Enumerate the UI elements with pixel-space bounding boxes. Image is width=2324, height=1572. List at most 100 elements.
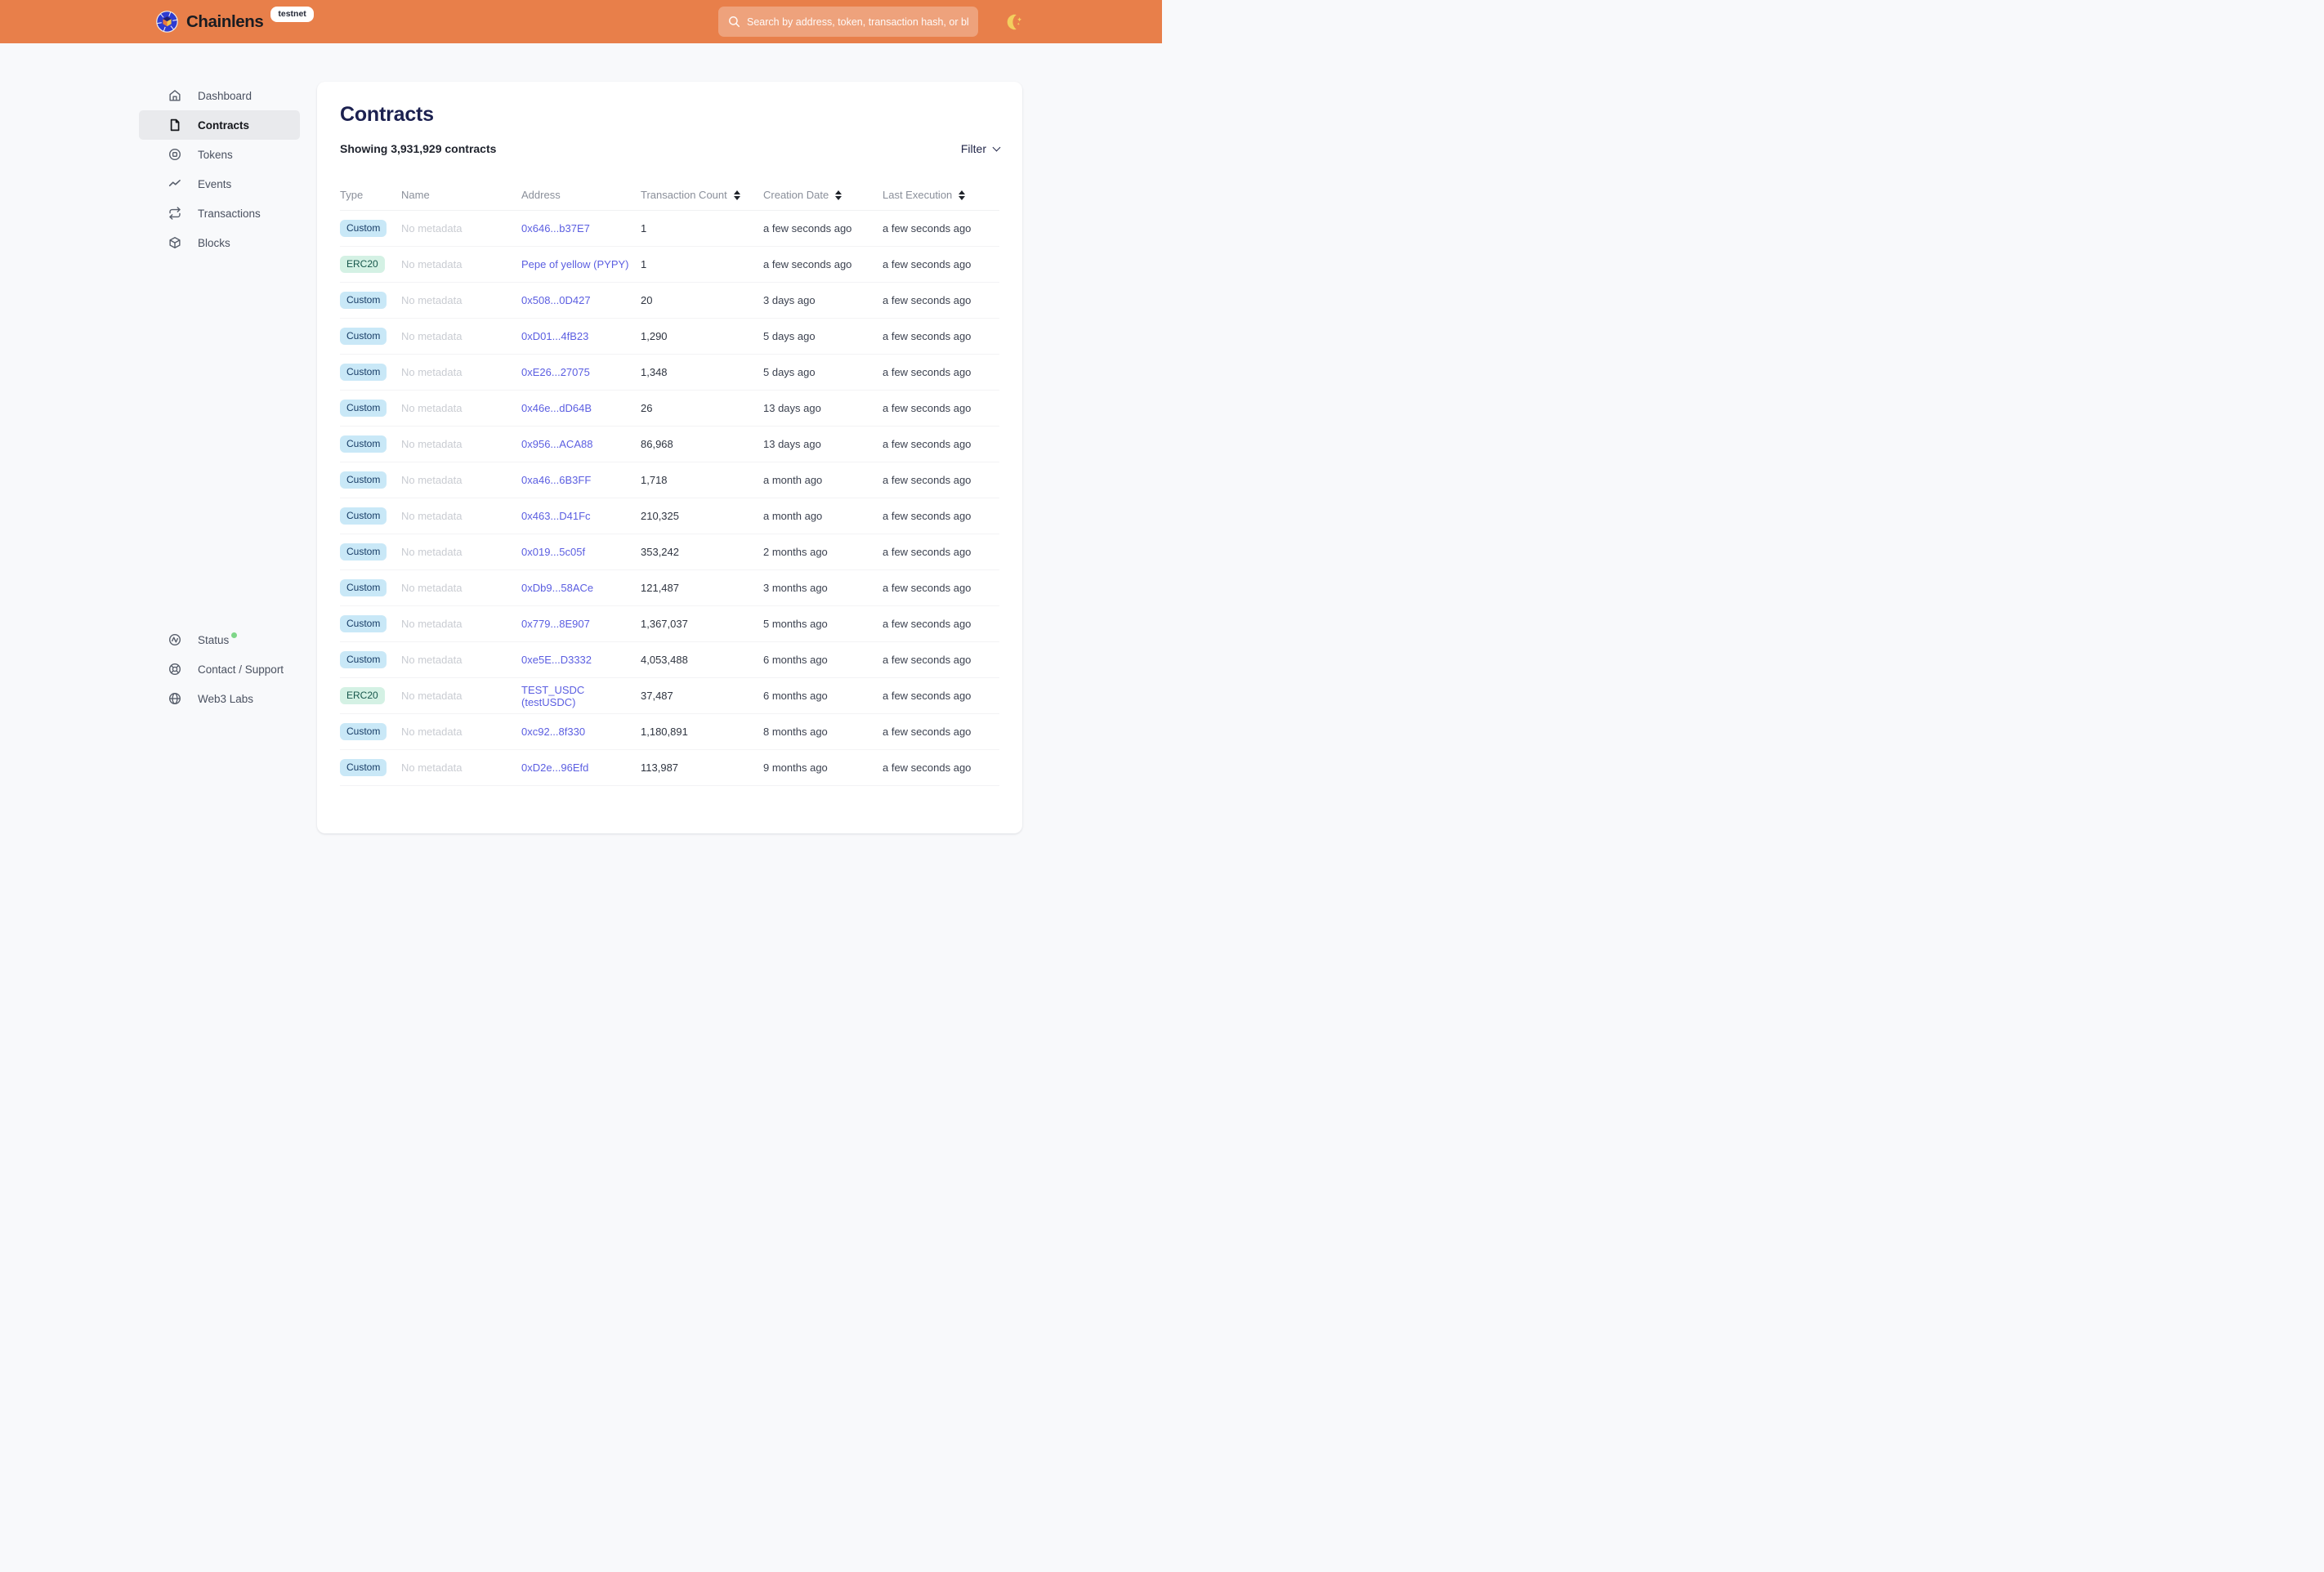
contract-name: No metadata: [401, 510, 463, 522]
lifebuoy-icon: [169, 663, 181, 675]
sidebar-item-contact-support[interactable]: Contact / Support: [139, 654, 300, 684]
filter-button[interactable]: Filter: [961, 142, 1001, 155]
creation-date: a month ago: [763, 474, 823, 486]
sort-icon[interactable]: [733, 190, 740, 200]
contract-address-link[interactable]: 0x956...ACA88: [521, 438, 593, 450]
transaction-count: 86,968: [641, 438, 673, 450]
activity-icon: [168, 180, 181, 187]
contract-name: No metadata: [401, 366, 463, 378]
contract-name: No metadata: [401, 618, 463, 630]
table-row: Custom No metadata 0x46e...dD64B 26 13 days …: [340, 391, 999, 426]
sidebar-item-transactions[interactable]: Transactions: [139, 199, 300, 228]
document-icon: [170, 118, 180, 132]
sidebar-item-contracts[interactable]: Contracts: [139, 110, 300, 140]
transaction-count: 1: [641, 258, 647, 270]
creation-date: 8 months ago: [763, 726, 828, 738]
sidebar-item-label: Contracts: [198, 118, 250, 132]
contract-address-link[interactable]: 0xE26...27075: [521, 366, 590, 378]
contract-address-link[interactable]: 0x646...b37E7: [521, 222, 590, 234]
contract-address-link[interactable]: 0xc92...8f330: [521, 726, 586, 738]
transaction-count: 1,718: [641, 474, 668, 486]
sidebar-item-dashboard[interactable]: Dashboard: [139, 81, 300, 110]
repeat-icon: [169, 207, 181, 220]
contract-address-link[interactable]: 0x779...8E907: [521, 618, 590, 630]
sort-icon[interactable]: [835, 190, 842, 200]
sidebar-item-label: Contact / Support: [198, 663, 284, 676]
transaction-count: 210,325: [641, 510, 679, 522]
last-execution: a few seconds ago: [883, 474, 972, 486]
globe-icon: [169, 693, 181, 704]
contract-address-link[interactable]: 0x463...D41Fc: [521, 510, 591, 522]
transaction-count: 26: [641, 402, 653, 414]
transaction-count: 37,487: [641, 690, 673, 702]
contract-name: No metadata: [401, 474, 463, 486]
contract-type-badge: ERC20: [340, 256, 385, 273]
column-header-creation-date[interactable]: Creation Date: [763, 189, 883, 201]
transaction-count: 1,367,037: [641, 618, 688, 630]
sidebar-item-blocks[interactable]: Blocks: [139, 228, 300, 257]
search-input[interactable]: [747, 16, 968, 28]
contract-address-link[interactable]: TEST_USDC (testUSDC): [521, 683, 585, 708]
table-row: Custom No metadata 0xDb9...58ACe 121,487 3 m…: [340, 570, 999, 606]
contracts-count-summary: Showing 3,931,929 contracts: [340, 142, 497, 155]
transaction-count: 113,987: [641, 761, 679, 774]
creation-date: 3 days ago: [763, 294, 816, 306]
last-execution: a few seconds ago: [883, 438, 972, 450]
contract-address-link[interactable]: 0x019...5c05f: [521, 546, 586, 558]
table-row: Custom No metadata 0xa46...6B3FF 1,718 a mon…: [340, 462, 999, 498]
brand[interactable]: Chainlens testnet: [156, 6, 314, 33]
column-header-transaction-count[interactable]: Transaction Count: [641, 189, 763, 201]
sidebar-item-label: Events: [198, 177, 232, 190]
sidebar-item-label: Blocks: [198, 236, 230, 249]
chainlens-logo-icon: [156, 11, 178, 33]
creation-date: a few seconds ago: [763, 258, 852, 270]
contract-name: No metadata: [401, 690, 463, 702]
brand-name: Chainlens: [186, 11, 264, 31]
sidebar-item-tokens[interactable]: Tokens: [139, 140, 300, 169]
contract-type-badge: ERC20: [340, 687, 385, 704]
column-label: Name: [401, 189, 430, 201]
contract-address-link[interactable]: 0xD2e...96Efd: [521, 761, 589, 774]
creation-date: 9 months ago: [763, 761, 828, 774]
contract-type-badge: Custom: [340, 328, 387, 345]
contract-name: No metadata: [401, 726, 463, 738]
creation-date: 6 months ago: [763, 690, 828, 702]
sidebar-item-label: Transactions: [198, 207, 261, 220]
global-search[interactable]: [718, 7, 978, 37]
theme-toggle-button[interactable]: [1005, 12, 1025, 32]
sidebar-item-web3-labs[interactable]: Web3 Labs: [139, 684, 300, 713]
contract-type-badge: Custom: [340, 507, 387, 525]
contract-name: No metadata: [401, 438, 463, 450]
contract-address-link[interactable]: 0xe5E...D3332: [521, 654, 592, 666]
creation-date: 5 months ago: [763, 618, 828, 630]
table-header-row: Type Name Address Transaction Count Creation…: [340, 180, 999, 211]
token-icon: [169, 149, 181, 160]
creation-date: 6 months ago: [763, 654, 828, 666]
sidebar-item-label: Status: [198, 633, 230, 646]
contract-type-badge: Custom: [340, 471, 387, 489]
contract-address-link[interactable]: 0x508...0D427: [521, 294, 591, 306]
transaction-count: 1: [641, 222, 647, 234]
home-icon: [169, 90, 181, 101]
status-icon: [169, 634, 181, 645]
contracts-card: Contracts Showing 3,931,929 contracts Fi…: [317, 82, 1022, 833]
chevron-down-icon: [992, 143, 1001, 151]
sort-icon[interactable]: [959, 190, 966, 200]
status-online-dot: [231, 632, 238, 638]
sidebar-item-status[interactable]: Status: [139, 625, 300, 654]
sidebar-item-events[interactable]: Events: [139, 169, 300, 199]
contract-address-link[interactable]: 0xa46...6B3FF: [521, 474, 592, 486]
column-header-address: Address: [521, 189, 641, 201]
contract-address-link[interactable]: 0xD01...4fB23: [521, 330, 589, 342]
column-header-last-execution[interactable]: Last Execution: [883, 189, 999, 201]
contract-address-link[interactable]: 0xDb9...58ACe: [521, 582, 594, 594]
contract-address-link[interactable]: Pepe of yellow (PYPY): [521, 258, 629, 270]
contract-address-link[interactable]: 0x46e...dD64B: [521, 402, 592, 414]
last-execution: a few seconds ago: [883, 618, 972, 630]
creation-date: 3 months ago: [763, 582, 828, 594]
last-execution: a few seconds ago: [883, 726, 972, 738]
table-row: Custom No metadata 0x463...D41Fc 210,325 a m…: [340, 498, 999, 534]
transaction-count: 20: [641, 294, 653, 306]
transaction-count: 1,290: [641, 330, 668, 342]
moon-icon: [1007, 13, 1022, 29]
